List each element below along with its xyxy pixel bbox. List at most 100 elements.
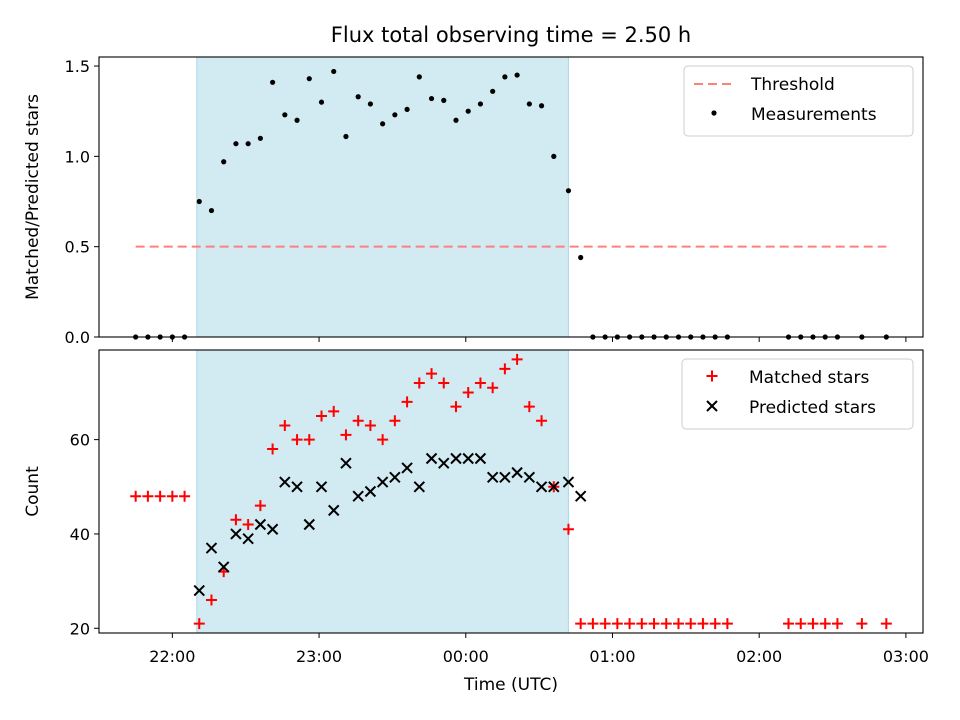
data-point: [242, 519, 254, 531]
data-point: [254, 500, 266, 512]
chart-title: Flux total observing time = 2.50 h: [331, 23, 691, 47]
y-tick-label: 0.0: [65, 328, 90, 347]
data-point: [166, 490, 178, 502]
data-point: [425, 452, 438, 465]
data-point: [462, 386, 474, 398]
data-point: [389, 471, 401, 484]
data-point: [562, 476, 575, 488]
data-point: [511, 466, 523, 479]
data-point: [578, 254, 584, 261]
y-axis-label: Matched/Predicted stars: [23, 94, 43, 300]
data-point: [721, 618, 733, 630]
data-point: [490, 88, 496, 94]
data-point: [303, 518, 315, 531]
data-point: [548, 481, 560, 493]
data-point: [551, 153, 557, 159]
data-point: [477, 101, 484, 107]
data-point: [502, 74, 508, 80]
data-point: [624, 618, 636, 630]
data-point: [536, 415, 548, 427]
data-point: [450, 401, 462, 413]
data-point: [328, 504, 340, 517]
data-point: [221, 159, 227, 165]
y-tick-label: 1.5: [65, 57, 90, 76]
data-point: [565, 188, 572, 194]
y-axis-label: Count: [23, 466, 43, 517]
x-axis-label: Time (UTC): [463, 675, 558, 695]
data-point: [453, 117, 459, 123]
legend-swatch: [706, 400, 718, 412]
data-point: [230, 514, 242, 526]
legend-label: Predicted stars: [749, 398, 876, 418]
data-point: [526, 101, 532, 107]
data-point: [282, 112, 288, 118]
data-point: [413, 377, 425, 389]
y-tick-label: 60: [70, 431, 90, 450]
legend-swatch: [706, 370, 718, 382]
data-point: [205, 594, 217, 606]
data-point: [514, 72, 520, 78]
data-point: [416, 74, 422, 80]
legend: Matched stars Predicted stars: [681, 358, 914, 430]
data-point: [130, 490, 142, 502]
data-point: [380, 121, 386, 127]
data-point: [672, 618, 684, 630]
data-point: [179, 490, 191, 502]
x-tick-label: 22:00: [149, 647, 195, 666]
data-point: [267, 443, 279, 455]
data-point: [599, 618, 611, 630]
legend-box: [681, 358, 914, 430]
data-point: [279, 419, 291, 431]
data-point: [254, 518, 267, 531]
top-panel: 0.0 0.5 1.0 1.5 Matched/Predicted stars Thres…: [23, 56, 924, 347]
data-point: [270, 79, 276, 85]
data-point: [291, 481, 303, 493]
data-point: [318, 99, 325, 105]
y-tick-label: 1.0: [65, 147, 90, 166]
data-point: [376, 476, 389, 488]
data-point: [465, 108, 471, 114]
data-point: [685, 618, 697, 630]
x-tick-label: 03:00: [883, 647, 929, 666]
data-point: [364, 485, 377, 498]
data-point: [486, 471, 499, 484]
data-point: [404, 106, 410, 112]
y-tick-label: 40: [70, 525, 90, 544]
data-point: [291, 434, 303, 446]
legend-label: Matched stars: [749, 368, 869, 388]
data-point: [438, 457, 450, 469]
data-point: [511, 353, 523, 365]
data-point: [331, 68, 337, 75]
y-tick-label: 0.5: [65, 238, 90, 257]
observing-window-shade: [196, 56, 569, 338]
data-point: [257, 135, 263, 141]
bottom-panel: 20 40 60 22:00 23:00 00:00 01:00 02:00 03:00 Coun…: [23, 349, 929, 666]
data-point: [352, 415, 364, 427]
data-point: [367, 101, 374, 107]
data-point: [315, 481, 328, 493]
data-point: [242, 532, 254, 545]
data-point: [205, 542, 218, 554]
data-point: [377, 434, 389, 446]
data-point: [389, 415, 401, 427]
data-point: [413, 481, 426, 493]
data-point: [535, 481, 548, 493]
data-point: [709, 618, 721, 630]
data-point: [352, 490, 364, 502]
data-point: [474, 377, 486, 389]
data-point: [660, 618, 672, 630]
data-point: [856, 618, 868, 630]
data-point: [587, 618, 599, 630]
data-point: [562, 523, 574, 535]
data-point: [428, 95, 435, 102]
data-point: [487, 382, 499, 394]
data-point: [574, 490, 587, 502]
data-point: [450, 452, 462, 465]
data-point: [154, 490, 166, 502]
x-tick-label: 23:00: [296, 647, 342, 666]
legend-label: Measurements: [751, 105, 877, 125]
data-point: [611, 618, 623, 630]
data-point: [142, 490, 154, 502]
legend: Threshold Measurements: [683, 65, 914, 137]
